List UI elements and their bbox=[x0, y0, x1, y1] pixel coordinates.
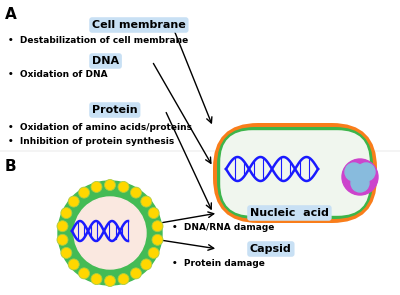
Text: •  Destabilization of cell membrane: • Destabilization of cell membrane bbox=[8, 35, 188, 45]
Circle shape bbox=[61, 248, 72, 258]
Circle shape bbox=[78, 187, 90, 198]
Circle shape bbox=[342, 159, 378, 195]
Circle shape bbox=[357, 163, 375, 181]
Text: Nucleic  acid: Nucleic acid bbox=[250, 208, 329, 218]
Circle shape bbox=[74, 197, 146, 269]
Circle shape bbox=[351, 174, 369, 192]
Circle shape bbox=[345, 163, 363, 181]
Circle shape bbox=[148, 208, 159, 219]
Circle shape bbox=[118, 181, 129, 192]
Circle shape bbox=[57, 221, 68, 232]
Text: •  Oxidation of amino acids/proteins: • Oxidation of amino acids/proteins bbox=[8, 122, 192, 132]
Circle shape bbox=[78, 268, 90, 279]
Text: •  DNA/RNA damage: • DNA/RNA damage bbox=[172, 222, 274, 232]
Text: •  Inhibition of protein synthesis: • Inhibition of protein synthesis bbox=[8, 137, 174, 147]
FancyBboxPatch shape bbox=[220, 130, 370, 216]
Circle shape bbox=[61, 208, 72, 219]
Text: Capsid: Capsid bbox=[250, 244, 292, 254]
Circle shape bbox=[91, 273, 102, 285]
FancyBboxPatch shape bbox=[213, 123, 377, 223]
Text: B: B bbox=[5, 159, 17, 174]
Circle shape bbox=[152, 234, 163, 245]
Text: Protein: Protein bbox=[92, 105, 138, 115]
Circle shape bbox=[104, 179, 116, 191]
FancyBboxPatch shape bbox=[217, 127, 373, 219]
Text: A: A bbox=[5, 7, 17, 22]
Circle shape bbox=[68, 196, 79, 207]
Circle shape bbox=[68, 259, 79, 270]
Text: •  Protein damage: • Protein damage bbox=[172, 258, 265, 268]
Circle shape bbox=[91, 181, 102, 192]
Circle shape bbox=[130, 187, 142, 198]
Circle shape bbox=[141, 259, 152, 270]
Circle shape bbox=[57, 234, 68, 245]
Circle shape bbox=[118, 273, 129, 285]
Text: DNA: DNA bbox=[92, 56, 119, 66]
Circle shape bbox=[58, 181, 162, 285]
Circle shape bbox=[148, 248, 159, 258]
Circle shape bbox=[152, 221, 163, 232]
Text: •  Oxidation of DNA: • Oxidation of DNA bbox=[8, 71, 108, 79]
Text: Cell membrane: Cell membrane bbox=[92, 20, 186, 30]
Circle shape bbox=[104, 276, 116, 286]
Circle shape bbox=[141, 196, 152, 207]
Circle shape bbox=[130, 268, 142, 279]
